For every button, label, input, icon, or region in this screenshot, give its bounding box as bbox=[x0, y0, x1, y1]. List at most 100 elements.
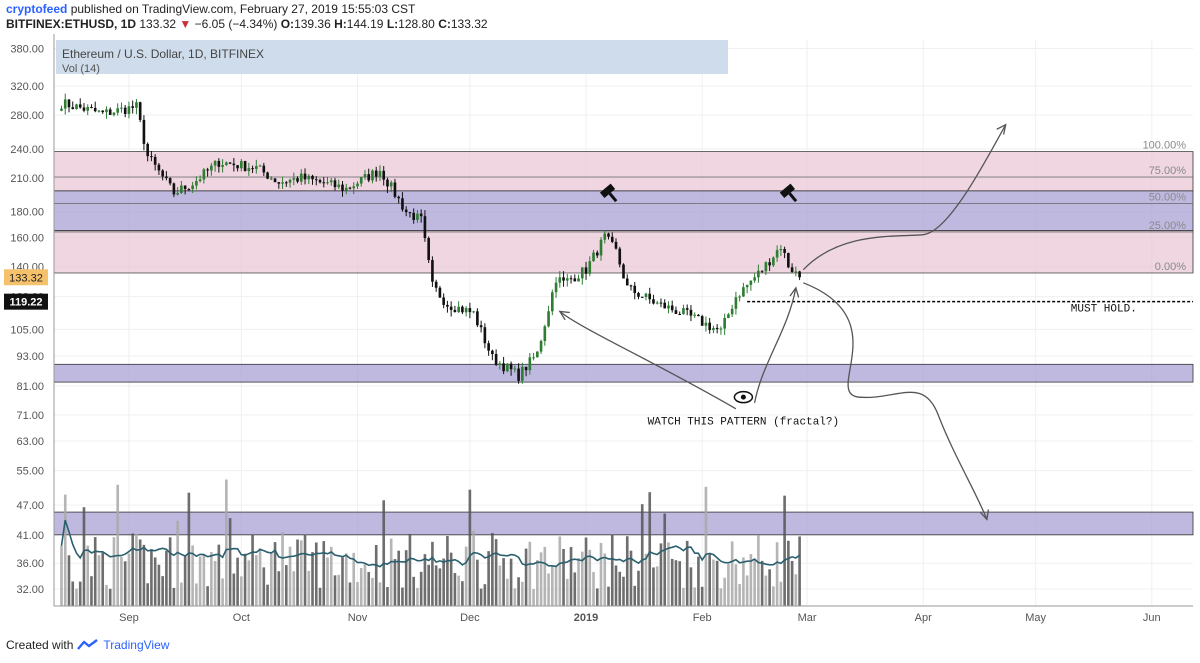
volume-bar bbox=[618, 571, 622, 606]
x-tick-label: Dec bbox=[460, 612, 480, 624]
volume-bar bbox=[108, 588, 112, 606]
volume-bar bbox=[637, 570, 640, 606]
candle-body bbox=[565, 278, 569, 281]
volume-bar bbox=[198, 556, 202, 606]
candle-body bbox=[314, 179, 318, 181]
candle-body bbox=[685, 308, 689, 310]
author-link[interactable]: cryptofeed bbox=[6, 2, 68, 16]
volume-bar bbox=[712, 559, 715, 606]
volume-bar bbox=[558, 536, 562, 606]
volume-bar bbox=[419, 571, 423, 606]
candle-body bbox=[787, 252, 790, 268]
volume-bar bbox=[142, 544, 146, 606]
y-tick-label: 210.00 bbox=[10, 173, 44, 185]
volume-bar bbox=[210, 552, 213, 606]
y-tick-label: 71.00 bbox=[16, 410, 44, 422]
volume-bar bbox=[610, 534, 614, 606]
candle-body bbox=[674, 310, 678, 314]
volume-bar bbox=[640, 504, 644, 606]
footer-brand[interactable]: TradingView bbox=[103, 638, 170, 652]
candle-body bbox=[322, 182, 326, 184]
volume-bar bbox=[367, 572, 371, 606]
volume-bar bbox=[378, 582, 382, 606]
y-tick-label: 47.00 bbox=[16, 500, 44, 512]
volume-bar bbox=[352, 552, 356, 606]
high-label: H: bbox=[334, 17, 347, 31]
candle-body bbox=[292, 178, 296, 180]
volume-bar bbox=[678, 561, 682, 606]
published-text: published on TradingView.com, February 2… bbox=[70, 2, 416, 16]
candle-body bbox=[318, 180, 322, 183]
y-axis-background bbox=[0, 34, 54, 606]
eye-icon bbox=[733, 390, 754, 404]
volume-bar bbox=[187, 492, 191, 606]
candle-body bbox=[213, 160, 217, 166]
volume-bar bbox=[513, 588, 517, 606]
footer: Created with TradingView bbox=[6, 638, 169, 652]
volume-bar bbox=[322, 541, 326, 606]
y-tick-label: 160.00 bbox=[10, 232, 44, 244]
low-label: L: bbox=[386, 17, 399, 31]
arrow-up-path-head bbox=[996, 123, 1007, 135]
volume-bar bbox=[213, 560, 217, 606]
last-price-tag-text: 133.32 bbox=[9, 272, 43, 284]
volume-bar bbox=[543, 546, 547, 606]
high-value: 144.19 bbox=[346, 17, 384, 31]
volume-bar bbox=[655, 566, 659, 606]
volume-bar bbox=[356, 582, 359, 606]
candle-body bbox=[682, 308, 685, 315]
candle-body bbox=[734, 297, 738, 309]
candle-body bbox=[120, 107, 123, 109]
arrow-right-path-head bbox=[789, 286, 800, 298]
volume-bar bbox=[71, 581, 75, 606]
footer-created-text: Created with bbox=[6, 638, 74, 652]
candle-body bbox=[779, 249, 783, 251]
volume-bar bbox=[446, 535, 449, 606]
volume-bar bbox=[730, 541, 734, 606]
candle-body bbox=[183, 185, 187, 190]
volume-bar bbox=[135, 534, 138, 606]
chart-background bbox=[0, 34, 1200, 630]
volume-bar bbox=[138, 539, 142, 606]
candle-body bbox=[558, 277, 562, 283]
volume-ma-line bbox=[60, 519, 801, 568]
close-value: 133.32 bbox=[450, 17, 488, 31]
hammer-head bbox=[779, 183, 796, 198]
volume-bar bbox=[715, 560, 719, 606]
candle-body bbox=[772, 257, 775, 266]
volume-bar bbox=[318, 587, 322, 606]
volume-bar bbox=[93, 537, 97, 606]
candle-body bbox=[768, 262, 771, 266]
x-tick-label: Apr bbox=[915, 612, 932, 624]
candle-body bbox=[206, 169, 209, 171]
volume-bar bbox=[787, 540, 790, 606]
volume-bar bbox=[727, 564, 730, 606]
volume-bar bbox=[401, 587, 404, 606]
candle-body bbox=[225, 162, 228, 166]
volume-bar bbox=[225, 479, 228, 606]
volume-bar bbox=[258, 548, 262, 606]
candle-body bbox=[326, 182, 329, 184]
y-tick-label: 32.00 bbox=[16, 584, 44, 596]
candle-body bbox=[483, 327, 487, 344]
candle-body bbox=[127, 106, 131, 114]
must-hold-label: MUST HOLD. bbox=[1071, 303, 1137, 315]
candle-body bbox=[153, 156, 157, 165]
volume-bar bbox=[772, 586, 775, 606]
volume-bar bbox=[577, 558, 580, 606]
volume-bar bbox=[461, 581, 464, 606]
volume-bar bbox=[483, 584, 487, 606]
candle-body bbox=[97, 110, 101, 112]
volume-bar bbox=[78, 581, 82, 606]
candle-body bbox=[689, 309, 693, 316]
candle-body bbox=[352, 186, 356, 189]
candle-body bbox=[753, 277, 756, 281]
volume-bar bbox=[464, 546, 468, 606]
candle-body bbox=[790, 267, 794, 273]
volume-bar bbox=[738, 584, 741, 606]
candle-body bbox=[277, 182, 281, 184]
volume-bar bbox=[783, 495, 786, 606]
volume-bar bbox=[745, 575, 749, 606]
low-value: 128.80 bbox=[398, 17, 435, 31]
